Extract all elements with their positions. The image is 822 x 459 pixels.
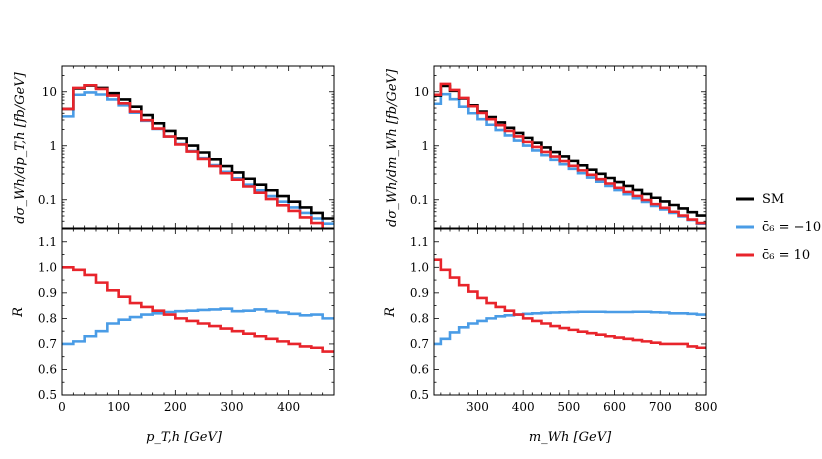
series-line-plus [434,82,706,225]
y-tick-label: 1 [421,139,429,153]
y-tick-label: 0.5 [38,388,57,402]
panel-top-left: 10 1 0.1 dσ_Wh/dp_T,h [fb/GeV] [13,65,335,229]
ylabel-pt-ratio: R [11,307,26,318]
x-tick-label: 500 [557,400,580,414]
y-tick-label: 0.9 [38,286,57,300]
x-tick-label: 800 [695,400,718,414]
y-tick-label: 10 [42,85,57,99]
x-tick-label: 300 [221,400,244,414]
y-tick-label: 0.8 [410,311,429,325]
y-tick-label: 0.1 [410,193,429,207]
y-tick-label: 0.5 [410,388,429,402]
ylabel-mwh-distribution: dσ_Wh/dm_Wh [fb/GeV] [385,68,400,227]
frame-top-right [433,65,707,229]
series-line-plus [62,266,334,353]
panel-bottom-left: 0.5 0.6 0.7 0.8 0.9 1.0 1.1 0 100 200 300 400 R p_T… [11,228,335,445]
y-tick-label: 0.8 [38,311,57,325]
ylabel-pt-distribution: dσ_Wh/dp_T,h [fb/GeV] [13,71,28,223]
legend-label-sm: SM [762,192,784,207]
x-tick-label: 400 [512,400,535,414]
series-line-plus [434,258,706,350]
frame-bottom-right [433,228,707,396]
x-tick-label: 600 [603,400,626,414]
x-tick-label: 700 [649,400,672,414]
x-tick-label: 0 [58,400,66,414]
frame-bottom-left [61,228,335,396]
y-tick-label: 0.7 [38,337,57,351]
x-tick-label: 300 [466,400,489,414]
y-tick-label: 1 [49,139,57,153]
y-tick-label: 0.9 [410,286,429,300]
series-line-plus [62,83,334,228]
x-tick-label: 400 [277,400,300,414]
xlabel-pt: p_T,h [GeV] [146,430,223,445]
legend-label-minus: c̄₆ = −10 [762,220,821,235]
xlabel-mwh: m_Wh [GeV] [529,430,612,445]
x-tick-label: 200 [164,400,187,414]
y-tick-label: 0.7 [410,337,429,351]
plot-area-pt-ratio: 0.5 0.6 0.7 0.8 0.9 1.0 1.1 0 100 200 300 400 [38,228,335,414]
series-line-minus [434,310,706,346]
y-tick-label: 1.0 [410,260,429,274]
panel-top-right: 10 1 0.1 dσ_Wh/dm_Wh [fb/GeV] [385,65,707,229]
y-tick-label: 1.0 [38,260,57,274]
legend: SM c̄₆ = −10 c̄₆ = 10 [736,192,821,263]
y-tick-label: 0.1 [38,193,57,207]
y-tick-label: 10 [414,85,429,99]
y-tick-label: 0.6 [38,362,57,376]
frame-top-left [61,65,335,229]
y-tick-label: 0.6 [410,362,429,376]
ylabel-mwh-ratio: R [383,307,398,318]
plot-area-pt-distribution: 10 1 0.1 [38,65,335,229]
series-line-minus [62,307,334,346]
legend-label-plus: c̄₆ = 10 [762,248,810,263]
y-tick-label: 1.1 [38,235,57,249]
plot-area-mwh-distribution: 10 1 0.1 [410,65,707,229]
plot-area-mwh-ratio: 0.5 0.6 0.7 0.8 0.9 1.0 1.1 300 400 500 600 700 800 [410,228,718,414]
y-tick-label: 1.1 [410,235,429,249]
x-tick-label: 100 [107,400,130,414]
